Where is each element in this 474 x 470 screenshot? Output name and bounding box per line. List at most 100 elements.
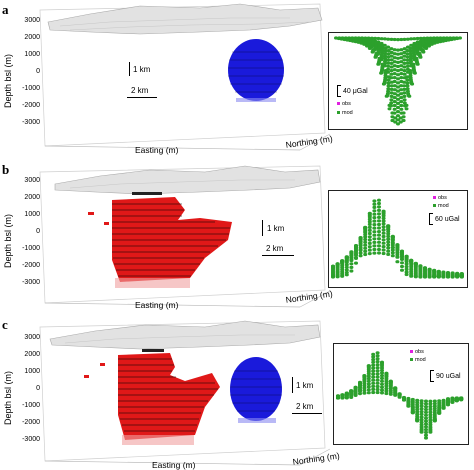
profile-point (389, 54, 394, 58)
profile-point (402, 72, 407, 76)
profile-point (389, 50, 394, 55)
profile-point (410, 397, 415, 402)
profile-point (383, 69, 388, 73)
profile-point (383, 71, 388, 75)
profile-point (381, 251, 386, 256)
profile-point (415, 398, 420, 402)
legend-obs-label: obs (438, 195, 447, 201)
profile-point (386, 89, 391, 93)
profile-point (349, 262, 354, 266)
profile-point (384, 384, 389, 388)
profile-point (386, 237, 391, 241)
profile-point (344, 268, 349, 272)
profile-point (363, 237, 368, 242)
profile-point (353, 392, 358, 396)
y-tick: 3000 (24, 177, 40, 184)
profile-point (424, 399, 428, 403)
spherical-body (230, 357, 282, 421)
profile-point (367, 228, 372, 232)
y-tick: -2000 (22, 102, 40, 109)
profile-point (404, 259, 409, 263)
y-axis-ticks: 3000 2000 1000 0 -1000 -2000 -3000 (12, 12, 40, 131)
profile-point (367, 248, 372, 252)
profile-point (428, 418, 433, 422)
profile-point (415, 412, 420, 416)
profile-point (402, 94, 407, 98)
y-tick: 0 (36, 68, 40, 75)
profile-point (399, 56, 404, 60)
profile-point (372, 219, 377, 223)
profile-point (383, 46, 388, 50)
profile-point (396, 114, 400, 118)
profile-point (432, 404, 437, 408)
profile-point (424, 433, 428, 437)
profile-point (380, 366, 384, 370)
profile-point (405, 55, 410, 59)
y-tick: -3000 (22, 119, 40, 126)
profile-point (424, 428, 428, 432)
profile-point (402, 54, 407, 58)
profile-point (363, 240, 368, 244)
profile-point (459, 397, 464, 401)
gravity-scale: 90 uGal (430, 370, 461, 382)
profile-point (396, 77, 400, 81)
profile-point (459, 272, 464, 276)
profile-point (386, 229, 391, 234)
profile-point (392, 48, 397, 52)
y-tick: 0 (36, 228, 40, 235)
profile-point (375, 354, 380, 358)
profile-point (408, 71, 413, 75)
profile-point (389, 80, 394, 84)
profile-point (386, 49, 391, 53)
profile-point (380, 368, 384, 372)
profile-point (390, 118, 395, 123)
profile-point (384, 387, 389, 391)
profile-point (384, 389, 389, 393)
profile-point (344, 259, 349, 263)
profile-point (399, 100, 404, 104)
profile-point (362, 42, 367, 46)
y-tick: 1000 (24, 51, 40, 58)
profile-point (408, 73, 413, 78)
profile-point (386, 240, 391, 244)
profile-point (409, 37, 414, 41)
profile-point (402, 37, 407, 41)
gravity-scale: 40 μGal (337, 85, 368, 97)
y-axis-ticks: 3000 2000 1000 0 -1000 -2000 -3000 (12, 172, 40, 291)
profile-point (406, 396, 411, 401)
profile-point (372, 223, 377, 227)
profile-point (375, 360, 380, 364)
gravity-scale-label: 90 uGal (436, 372, 461, 380)
profile-point (380, 374, 384, 378)
profile-point (393, 120, 398, 124)
profile-point (404, 270, 409, 274)
y-tick: -2000 (22, 419, 40, 426)
profile-point (381, 82, 386, 86)
profile-point (428, 410, 433, 414)
profile-point (344, 271, 349, 275)
profile-point (386, 252, 391, 256)
profile-point (358, 241, 363, 245)
profile-point (401, 111, 406, 115)
profile-point (432, 399, 437, 403)
legend-mod-label: mod (415, 357, 426, 363)
profile-point (424, 436, 428, 440)
profile-point (396, 73, 400, 77)
profile-point (408, 46, 413, 50)
profile-point (392, 37, 397, 42)
profile-point (383, 59, 387, 63)
profile-point (377, 208, 381, 212)
profile-point (381, 228, 386, 232)
profile-point (377, 205, 381, 209)
profile-point (395, 260, 400, 264)
profile-point (389, 87, 394, 91)
profile-point (395, 255, 400, 259)
panel-label: a (2, 2, 9, 17)
profile-point (392, 96, 397, 100)
profile-point (389, 98, 394, 102)
profile-point (380, 379, 384, 383)
profile-point (418, 264, 423, 268)
irregular-body (112, 197, 232, 282)
profile-point (392, 68, 397, 72)
profile-point (371, 384, 376, 388)
